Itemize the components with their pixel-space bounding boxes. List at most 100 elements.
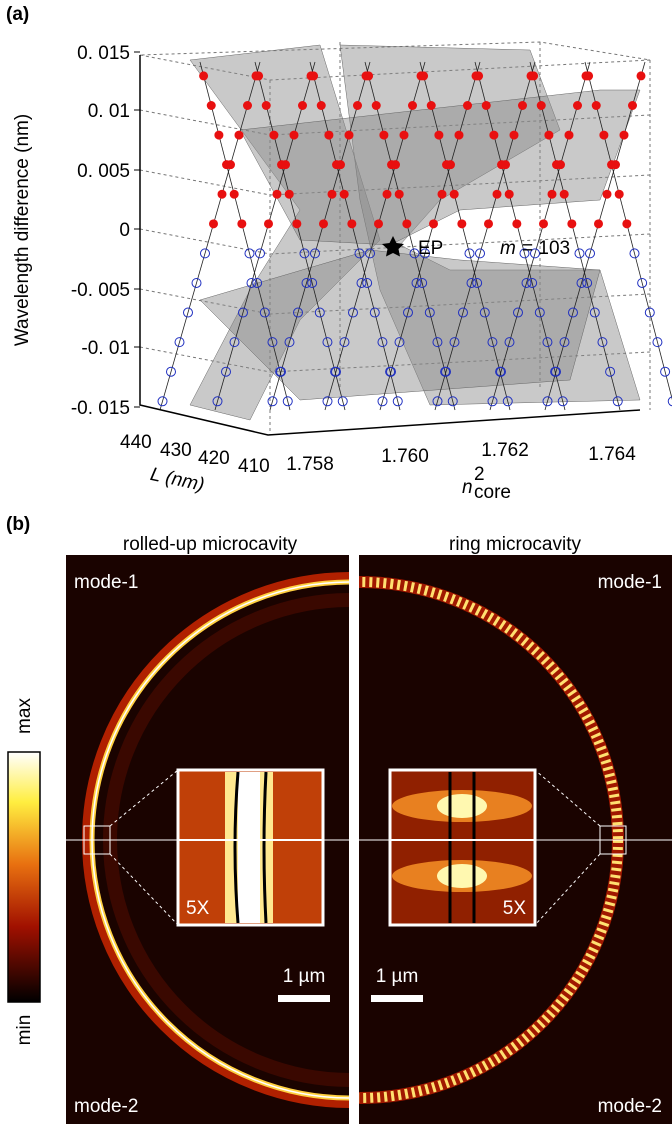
red-point <box>347 219 356 228</box>
red-point <box>340 190 349 199</box>
red-point <box>512 219 521 228</box>
blue-point <box>668 397 672 406</box>
red-point <box>611 160 620 169</box>
red-point <box>438 190 447 199</box>
ep-label: EP <box>418 238 443 259</box>
red-point <box>379 131 388 140</box>
red-point <box>446 160 455 169</box>
red-point <box>328 190 337 199</box>
right-mode-top: mode-1 <box>598 572 662 593</box>
y-tick-label: 0. 015 <box>77 43 130 64</box>
red-point <box>463 101 472 110</box>
colorbar-min: min <box>14 1015 35 1046</box>
panel-a: (a) Wavelength difference (nm) L (nm) n … <box>6 4 672 503</box>
red-point <box>529 71 538 80</box>
red-point <box>264 219 273 228</box>
red-point <box>309 71 318 80</box>
red-point <box>285 190 294 199</box>
n-axis-symbol: n <box>462 477 473 498</box>
red-point <box>505 190 514 199</box>
l-tick-label: 430 <box>160 440 192 461</box>
red-point <box>226 160 235 169</box>
panel-label: (b) <box>6 514 30 535</box>
n-tick-label: 1.764 <box>588 444 636 465</box>
red-point <box>615 190 624 199</box>
m-value: = 103 <box>522 238 570 259</box>
red-point <box>457 219 466 228</box>
red-point <box>484 219 493 228</box>
y-axis-label: Wavelength difference (nm) <box>12 114 33 346</box>
red-point <box>353 101 362 110</box>
red-point <box>544 131 553 140</box>
divider <box>349 555 359 1124</box>
y-tick-label: 0. 01 <box>88 101 130 122</box>
red-point <box>419 71 428 80</box>
red-point <box>290 131 299 140</box>
red-point <box>434 131 443 140</box>
y-tick-label: -0. 01 <box>81 338 130 359</box>
right-zoom: 5X <box>503 898 527 919</box>
red-point <box>214 131 223 140</box>
left-title: rolled-up microcavity <box>123 534 298 555</box>
red-point <box>594 219 603 228</box>
y-tick-label: -0. 015 <box>71 398 130 419</box>
right-scale-bar <box>371 995 423 1002</box>
panel-b: (b) rolled-up microcavity ring microcavi… <box>6 514 672 1124</box>
red-point <box>298 101 307 110</box>
red-point <box>262 101 271 110</box>
red-point <box>565 131 574 140</box>
red-point <box>372 101 381 110</box>
red-point <box>383 190 392 199</box>
red-point <box>548 190 557 199</box>
left-mode-top: mode-1 <box>74 572 138 593</box>
red-point <box>364 71 373 80</box>
red-point <box>254 71 263 80</box>
red-point <box>281 160 290 169</box>
red-point <box>374 219 383 228</box>
red-point <box>317 101 326 110</box>
red-point <box>637 71 646 80</box>
red-point <box>603 190 612 199</box>
red-point <box>209 219 218 228</box>
red-point <box>560 190 569 199</box>
l-tick-label: 440 <box>120 432 152 453</box>
red-point <box>628 101 637 110</box>
red-point <box>237 219 246 228</box>
red-point <box>402 219 411 228</box>
red-point <box>539 219 548 228</box>
colorbar-max: max <box>14 698 35 734</box>
red-point <box>427 101 436 110</box>
red-point <box>622 219 631 228</box>
figure: (a) Wavelength difference (nm) L (nm) n … <box>0 0 672 1124</box>
red-point <box>345 131 354 140</box>
red-point <box>501 160 510 169</box>
red-point <box>573 101 582 110</box>
red-point <box>482 101 491 110</box>
red-point <box>599 131 608 140</box>
n-tick-label: 1.758 <box>286 454 334 475</box>
red-point <box>592 101 601 110</box>
red-point <box>243 101 252 110</box>
red-point <box>235 131 244 140</box>
red-point <box>620 131 629 140</box>
red-point <box>489 131 498 140</box>
red-point <box>273 190 282 199</box>
red-point <box>391 160 400 169</box>
red-point <box>455 131 464 140</box>
red-point <box>400 131 409 140</box>
red-point <box>450 190 459 199</box>
panel-label: (a) <box>6 4 29 25</box>
y-tick-label: 0 <box>119 220 130 241</box>
red-point <box>474 71 483 80</box>
red-point <box>292 219 301 228</box>
red-point <box>493 190 502 199</box>
red-point <box>269 131 278 140</box>
red-point <box>199 71 208 80</box>
red-point <box>324 131 333 140</box>
red-point <box>510 131 519 140</box>
red-point <box>319 219 328 228</box>
right-title: ring microcavity <box>449 534 581 555</box>
n-axis-subscript: core <box>474 482 511 503</box>
colorbar <box>8 752 40 1002</box>
red-point <box>429 219 438 228</box>
